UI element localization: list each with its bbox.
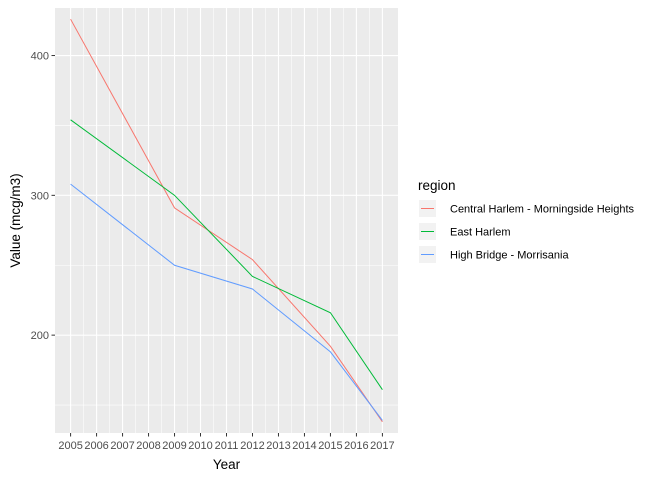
legend-entry-label: High Bridge - Morrisania [450, 250, 569, 262]
x-axis-title: Year [213, 457, 241, 472]
x-tick-label: 2013 [266, 440, 290, 452]
series-line-1 [70, 18, 383, 423]
series-line-2 [70, 119, 383, 390]
legend: region Central Harlem - Morningside Heig… [418, 178, 635, 263]
x-tick-label: 2016 [344, 440, 368, 452]
x-tick-label: 2006 [84, 440, 108, 452]
x-tick-label: 2011 [215, 440, 239, 452]
x-tick-label: 2010 [188, 440, 212, 452]
series-line-3 [70, 183, 383, 421]
x-tick-label: 2017 [370, 440, 394, 452]
grid [55, 8, 398, 433]
y-tick-label: 300 [31, 190, 49, 202]
legend-entry-label: Central Harlem - Morningside Heights [450, 204, 635, 216]
x-tick-label: 2005 [58, 440, 82, 452]
legend-title: region [418, 178, 456, 193]
y-axis-title: Value (mcg/m3) [8, 173, 23, 267]
y-tick-label: 200 [31, 330, 49, 342]
y-tick-label: 400 [31, 51, 49, 63]
x-tick-label: 2014 [292, 440, 316, 452]
x-tick-label: 2015 [318, 440, 342, 452]
x-tick-label: 2007 [110, 440, 134, 452]
x-tick-label: 2012 [240, 440, 264, 452]
x-axis: 2005 2006 2007 2008 2009 2010 2011 2012 2013 2014… [58, 433, 395, 452]
y-axis: 200 300 400 [31, 51, 55, 342]
x-tick-label: 2009 [162, 440, 186, 452]
series-lines [70, 18, 383, 423]
legend-entry-label: East Harlem [450, 227, 511, 239]
x-tick-label: 2008 [136, 440, 160, 452]
